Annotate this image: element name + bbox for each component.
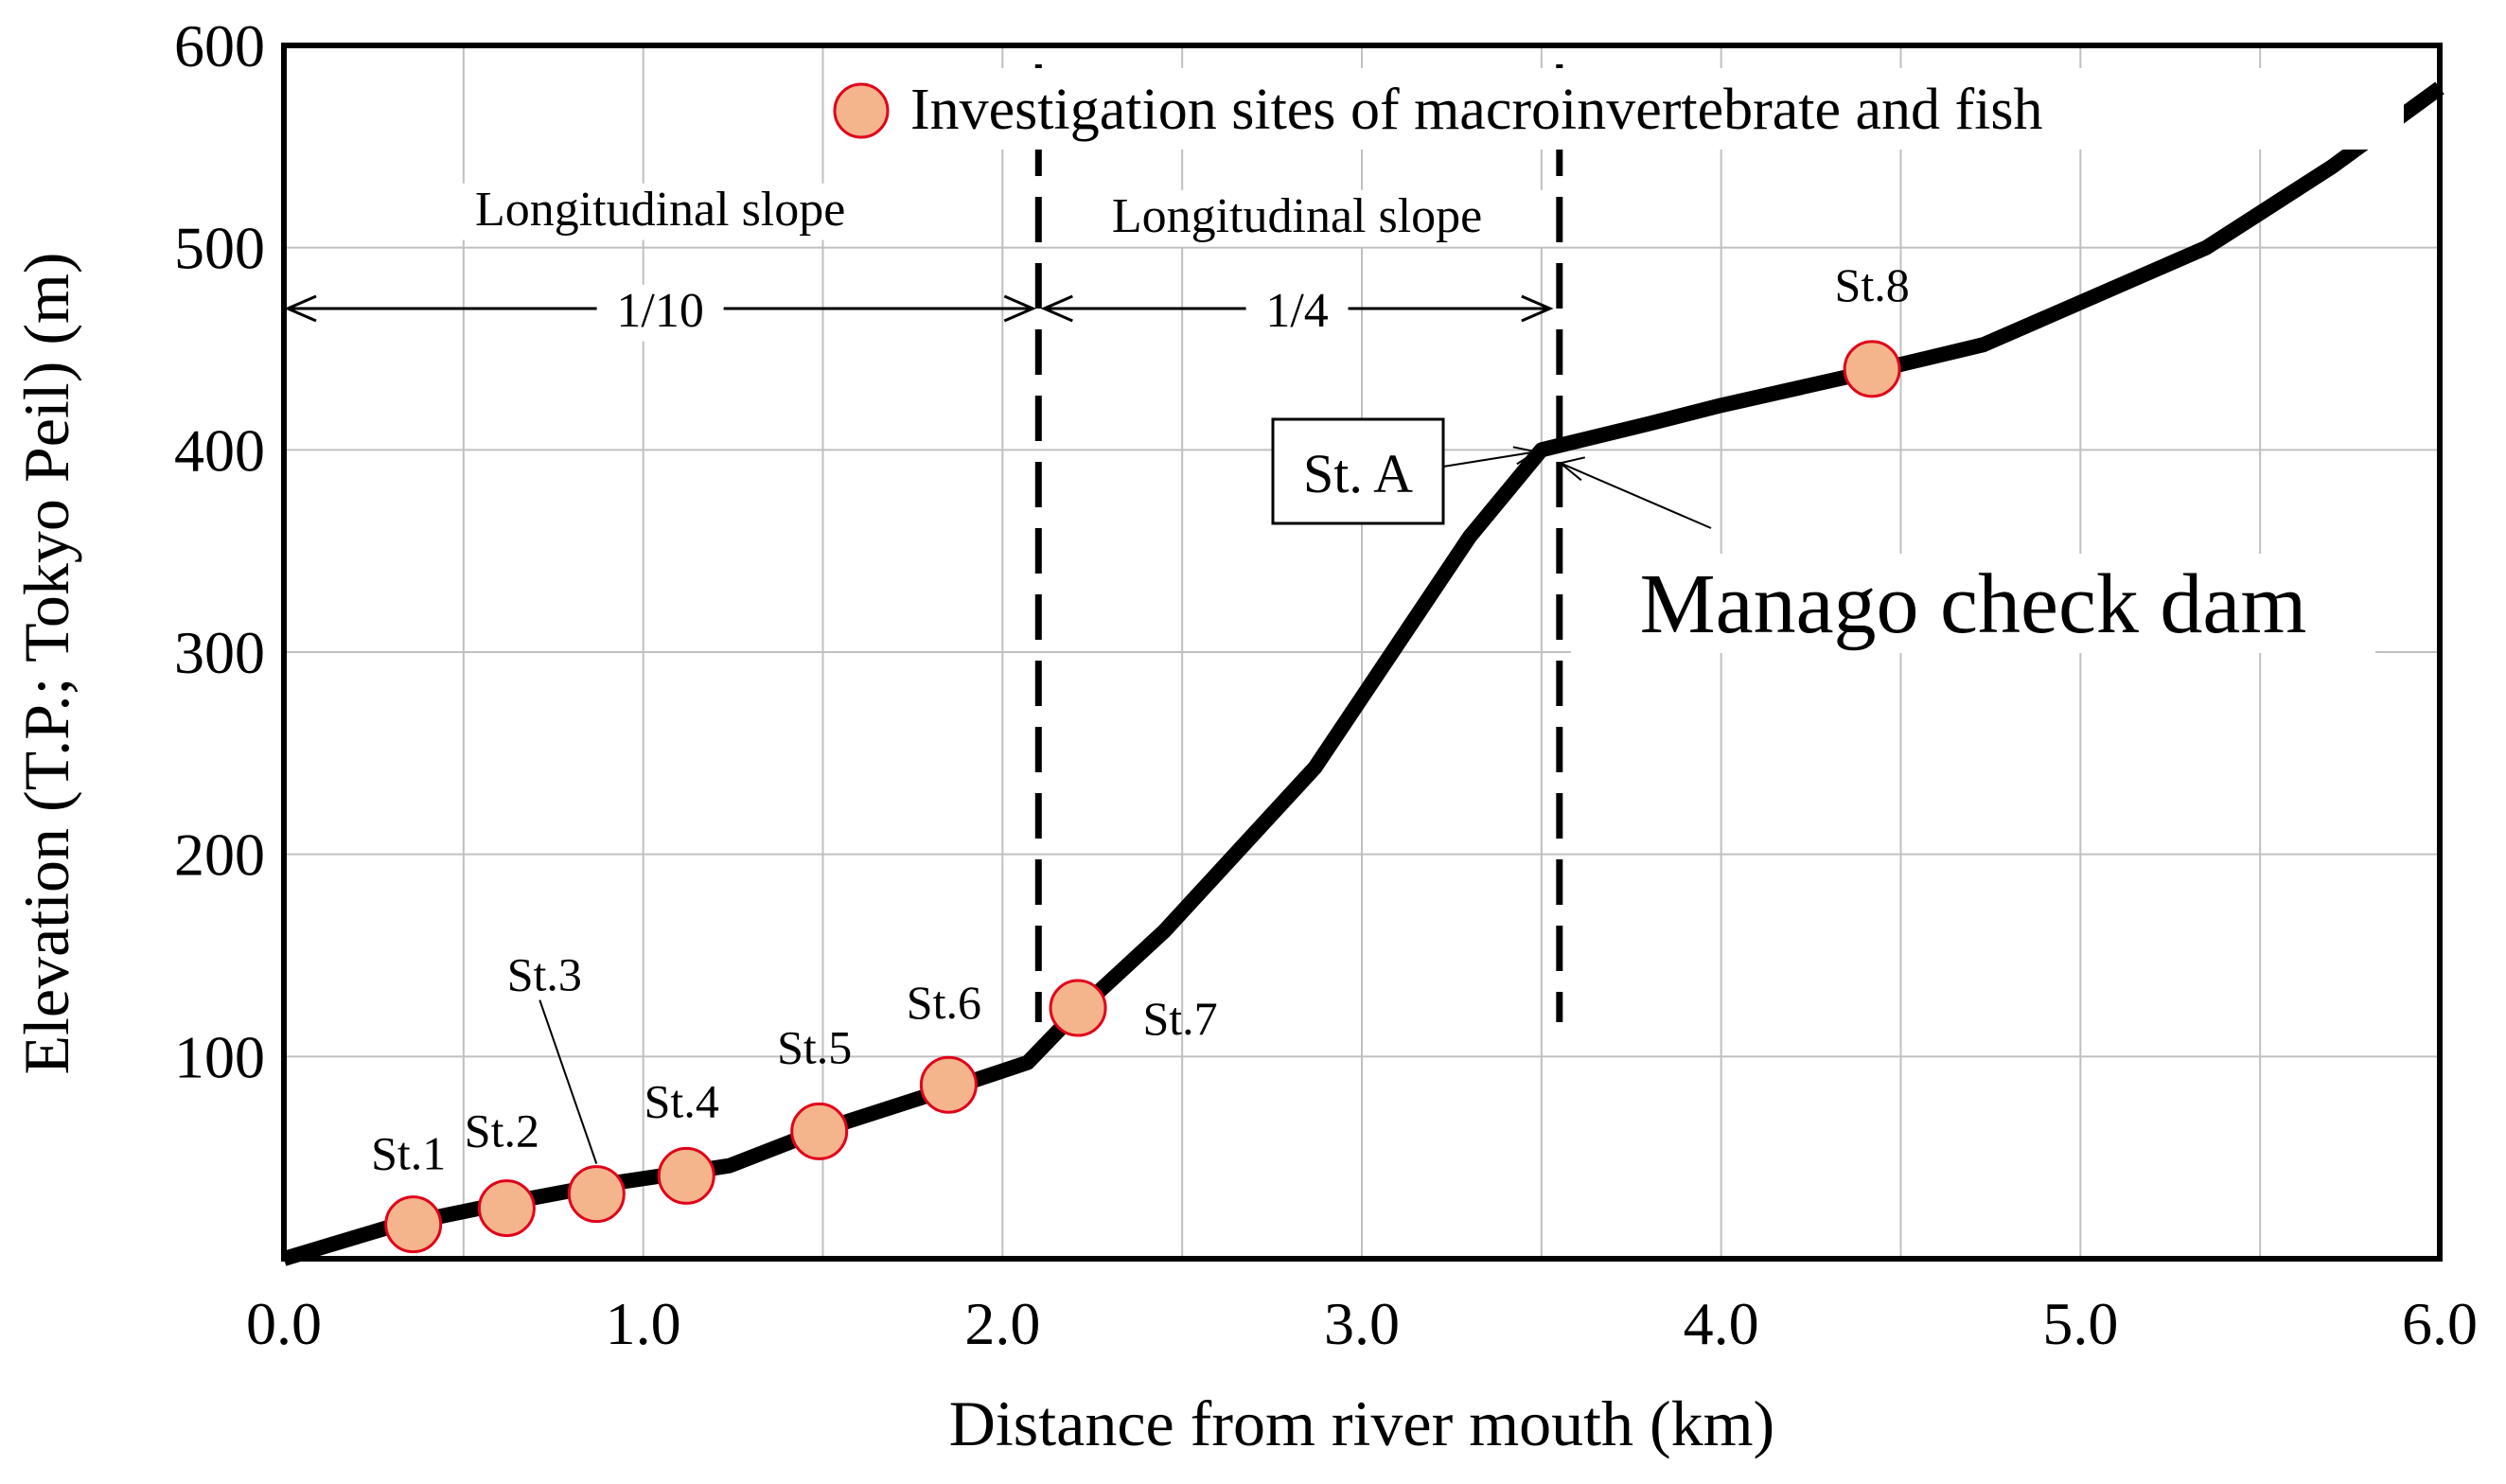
slope-label-2-bg	[1049, 189, 1545, 247]
arrow-head-right	[1003, 294, 1037, 323]
site-markers: St.1 St.2 St.3 St.4 St.5 St.6 St.7 St.8	[371, 258, 1910, 1254]
y-tick-label: 600	[174, 12, 265, 80]
x-tick-label: 2.0	[964, 1290, 1040, 1357]
st-a-label: St. A	[1303, 443, 1413, 504]
site-label: St.5	[777, 1020, 852, 1073]
site-marker	[1049, 979, 1107, 1037]
site-marker	[919, 1055, 978, 1114]
site-marker	[384, 1195, 443, 1254]
slope-value-2-bg	[1245, 284, 1349, 342]
x-tick-label: 0.0	[246, 1290, 322, 1357]
check-dam-label: Manago check dam	[1640, 557, 2307, 651]
check-dam-arrow-head	[1558, 456, 1586, 482]
profile-series	[281, 81, 2444, 1266]
site-label: St.8	[1835, 258, 1910, 311]
site-label: St.7	[1142, 992, 1217, 1045]
st-a-leader-line	[1442, 450, 1536, 468]
y-tick-label: 400	[174, 416, 265, 484]
slope-label-1: Longitudinal slope	[475, 183, 845, 237]
y-tick-label: 100	[174, 1023, 265, 1090]
check-dam-label-bg	[1571, 554, 2375, 653]
y-tick-label: 200	[174, 822, 265, 889]
site-label: St.1	[371, 1127, 446, 1180]
site-marker	[657, 1146, 715, 1205]
x-tick-label: 1.0	[606, 1290, 681, 1357]
profile-line	[281, 81, 2444, 1266]
legend-marker	[833, 82, 890, 139]
x-tick-label: 6.0	[2402, 1290, 2478, 1357]
slope-value-1-bg	[596, 284, 724, 342]
site-marker	[567, 1165, 626, 1224]
annotations: Longitudinal slope 1/10 Longitudinal slope…	[284, 68, 2404, 653]
y-axis-title: Elevation (T.P.; Tokyo Peil) (m)	[10, 252, 82, 1074]
check-dam-leader-line	[1560, 462, 1712, 529]
site-marker	[1843, 340, 1901, 398]
legend-bg	[899, 68, 2404, 150]
site-label: St.6	[907, 976, 981, 1029]
site-marker	[477, 1179, 536, 1238]
slope-label-2: Longitudinal slope	[1112, 189, 1482, 243]
st-a-arrow-head	[1512, 446, 1539, 466]
st-a-box	[1271, 417, 1445, 525]
site-label: St.4	[644, 1074, 719, 1127]
site-label: St.2	[465, 1104, 539, 1157]
st3-leader-line	[538, 999, 598, 1164]
section-dividers	[1034, 64, 1563, 1022]
y-tick-label: 300	[174, 619, 265, 686]
slope-label-1-bg	[412, 183, 909, 240]
arrow-head-left	[284, 294, 317, 323]
site-label: St.3	[507, 948, 582, 1001]
x-axis-title: Distance from river mouth (km)	[949, 1387, 1774, 1459]
x-tick-label: 4.0	[1684, 1290, 1759, 1357]
arrow-head-right	[1521, 294, 1554, 323]
x-tick-label: 3.0	[1324, 1290, 1400, 1357]
axes: 0.0 1.0 2.0 3.0 4.0 5.0 6.0 100 200 300 400 500 600 D…	[10, 12, 2478, 1459]
site-marker	[790, 1102, 849, 1160]
arrow-head-left	[1040, 294, 1073, 323]
y-tick-label: 500	[174, 215, 265, 282]
x-tick-label: 5.0	[2042, 1290, 2118, 1357]
plot-frame	[281, 43, 2443, 1262]
slope-value-2: 1/4	[1265, 284, 1328, 338]
slope-value-1: 1/10	[616, 284, 703, 338]
legend-label: Investigation sites of macroinvertebrate…	[910, 78, 2043, 142]
